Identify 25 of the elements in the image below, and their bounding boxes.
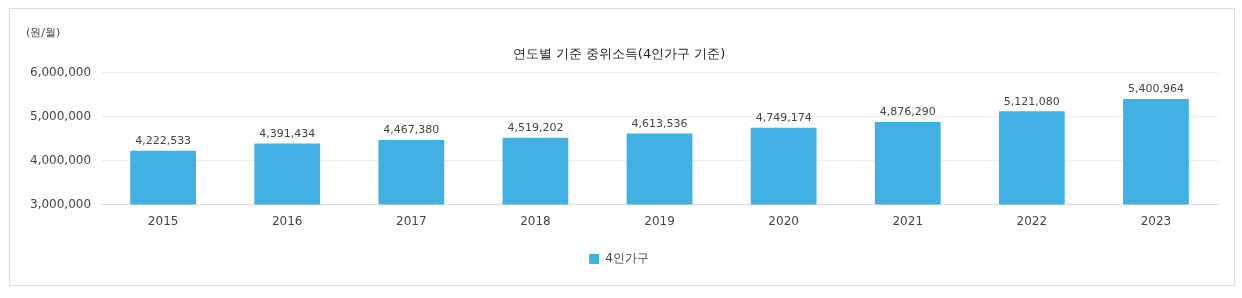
data-label: 5,121,080 [1003,94,1060,108]
x-tick-label: 2019 [644,213,675,228]
legend-label: 4인가구 [605,251,649,266]
y-tick-label: 4,000,000 [29,152,92,167]
data-label: 5,400,964 [1127,82,1184,96]
data-label: 4,222,533 [135,134,192,148]
x-tick-label: 2021 [892,213,924,228]
data-label: 4,876,290 [879,105,936,119]
x-tick-label: 2015 [147,213,179,228]
data-label: 4,613,536 [631,116,688,130]
x-tick-label: 2023 [1140,213,1172,228]
chart-title: 연도별 기준 중위소득(4인가구 기준) [512,46,726,62]
y-tick-label: 3,000,000 [29,196,92,211]
y-tick-label: 5,000,000 [29,108,92,123]
x-tick-label: 2016 [271,213,303,228]
data-label: 4,749,174 [755,111,812,124]
data-label: 4,467,380 [383,123,440,137]
x-tick-label: 2017 [396,213,427,228]
y-tick-label: 6,000,000 [29,64,92,79]
data-label: 4,519,202 [507,121,564,135]
data-label: 4,391,434 [259,126,316,140]
y-axis-title: (원/월) [26,25,61,39]
x-tick-label: 2022 [1016,213,1048,228]
x-tick-label: 2020 [768,213,799,228]
x-tick-label: 2018 [520,213,551,228]
